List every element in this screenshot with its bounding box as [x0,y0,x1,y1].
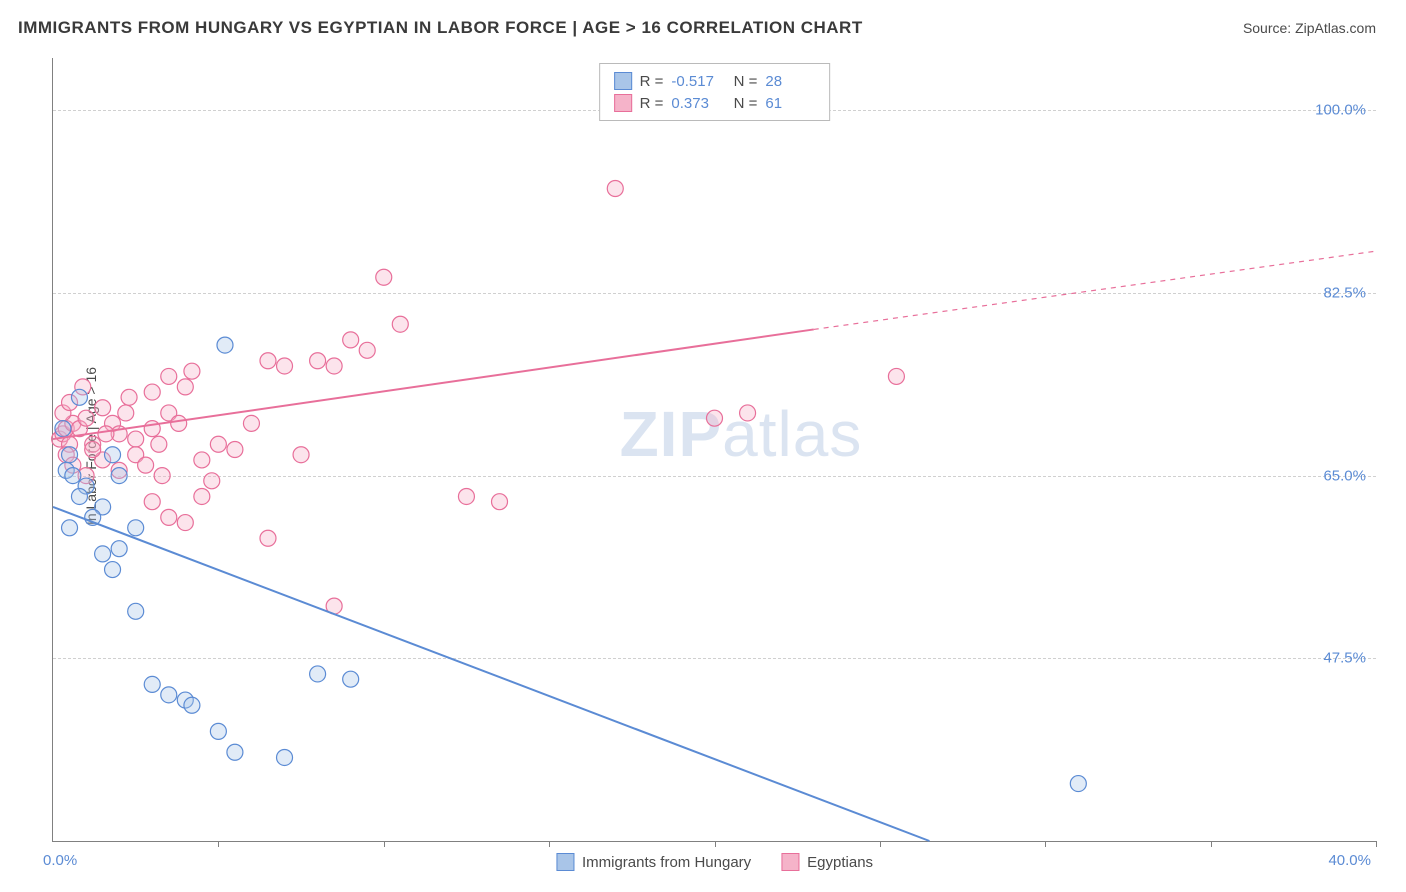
scatter-point-egyptians [492,494,508,510]
x-tick [1211,841,1212,847]
x-axis-min-label: 0.0% [43,852,77,869]
scatter-point-egyptians [128,431,144,447]
x-tick [880,841,881,847]
scatter-point-hungary [277,749,293,765]
scatter-point-hungary [111,541,127,557]
legend-item-hungary: Immigrants from Hungary [556,853,751,871]
n-value-egyptians: 61 [765,95,815,112]
legend-swatch-egyptians [781,853,799,871]
swatch-hungary [614,72,632,90]
scatter-point-egyptians [138,457,154,473]
scatter-point-egyptians [85,442,101,458]
scatter-point-egyptians [607,181,623,197]
scatter-point-hungary [95,546,111,562]
scatter-point-egyptians [210,436,226,452]
x-tick [218,841,219,847]
scatter-point-egyptians [98,426,114,442]
scatter-point-hungary [62,520,78,536]
chart-plot-area: ZIPatlas R = -0.517 N = 28 R = 0.373 N =… [52,58,1376,842]
scatter-point-hungary [227,744,243,760]
scatter-point-hungary [161,687,177,703]
stats-row-egyptians: R = 0.373 N = 61 [614,92,816,114]
legend-label-egyptians: Egyptians [807,854,873,871]
scatter-point-egyptians [458,488,474,504]
r-value-egyptians: 0.373 [671,95,721,112]
x-tick [549,841,550,847]
scatter-point-egyptians [151,436,167,452]
scatter-point-egyptians [177,515,193,531]
scatter-point-hungary [71,389,87,405]
legend-item-egyptians: Egyptians [781,853,873,871]
scatter-point-hungary [1070,776,1086,792]
scatter-point-hungary [128,520,144,536]
scatter-point-egyptians [204,473,220,489]
scatter-point-egyptians [184,363,200,379]
trend-line-hungary [53,507,929,841]
scatter-point-egyptians [707,410,723,426]
legend-label-hungary: Immigrants from Hungary [582,854,751,871]
scatter-point-hungary [71,488,87,504]
scatter-point-hungary [111,468,127,484]
scatter-point-hungary [217,337,233,353]
scatter-point-egyptians [392,316,408,332]
x-tick [384,841,385,847]
scatter-point-egyptians [161,368,177,384]
scatter-point-hungary [62,447,78,463]
x-axis-max-label: 40.0% [1328,852,1371,869]
scatter-point-hungary [144,676,160,692]
n-value-hungary: 28 [765,73,815,90]
scatter-point-egyptians [95,400,111,416]
scatter-point-egyptians [154,468,170,484]
scatter-point-egyptians [376,269,392,285]
scatter-point-egyptians [260,353,276,369]
scatter-point-hungary [128,603,144,619]
scatter-point-egyptians [194,488,210,504]
scatter-point-egyptians [243,415,259,431]
scatter-point-egyptians [144,384,160,400]
scatter-point-egyptians [359,342,375,358]
x-tick [715,841,716,847]
scatter-point-hungary [65,468,81,484]
x-tick [1045,841,1046,847]
r-value-hungary: -0.517 [671,73,721,90]
swatch-egyptians [614,94,632,112]
scatter-point-egyptians [740,405,756,421]
chart-title: IMMIGRANTS FROM HUNGARY VS EGYPTIAN IN L… [18,18,863,38]
stats-row-hungary: R = -0.517 N = 28 [614,70,816,92]
scatter-point-egyptians [194,452,210,468]
x-tick [1376,841,1377,847]
scatter-point-egyptians [227,442,243,458]
scatter-point-egyptians [78,410,94,426]
scatter-point-egyptians [144,494,160,510]
scatter-point-egyptians [121,389,137,405]
scatter-point-hungary [105,562,121,578]
trend-line-dashed-egyptians [814,251,1376,329]
scatter-point-hungary [343,671,359,687]
legend-swatch-hungary [556,853,574,871]
scatter-point-hungary [55,421,71,437]
scatter-point-hungary [184,697,200,713]
scatter-point-hungary [105,447,121,463]
scatter-plot-svg [53,58,1376,841]
source-attribution: Source: ZipAtlas.com [1243,20,1376,36]
scatter-point-egyptians [260,530,276,546]
scatter-point-egyptians [326,358,342,374]
scatter-point-egyptians [171,415,187,431]
bottom-legend: Immigrants from Hungary Egyptians [556,853,873,871]
correlation-stats-box: R = -0.517 N = 28 R = 0.373 N = 61 [599,63,831,121]
scatter-point-egyptians [161,509,177,525]
scatter-point-egyptians [277,358,293,374]
scatter-point-hungary [310,666,326,682]
scatter-point-egyptians [343,332,359,348]
scatter-point-egyptians [177,379,193,395]
scatter-point-hungary [210,723,226,739]
scatter-point-egyptians [293,447,309,463]
scatter-point-egyptians [888,368,904,384]
scatter-point-egyptians [118,405,134,421]
scatter-point-egyptians [310,353,326,369]
